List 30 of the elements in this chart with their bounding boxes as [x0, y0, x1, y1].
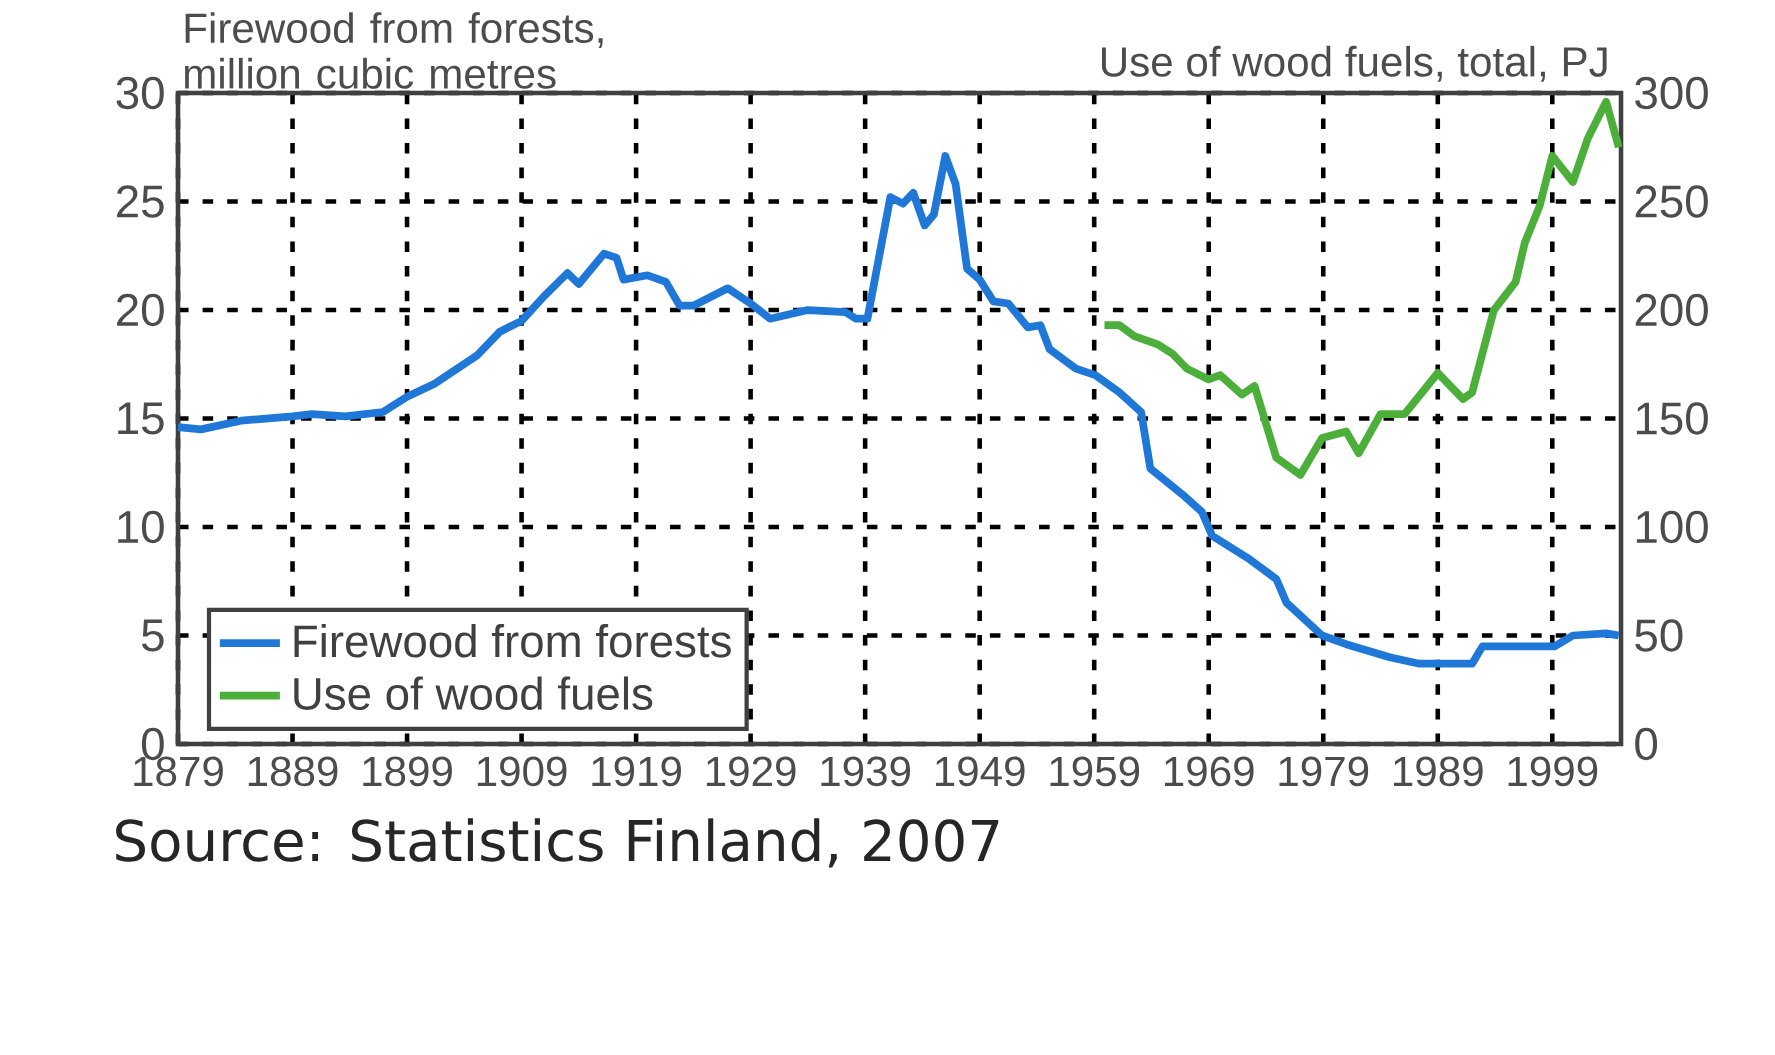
legend-label: Use of wood fuels [294, 676, 653, 710]
x-tick-label: 1889 [248, 756, 338, 787]
x-tick-label: 1909 [477, 756, 567, 787]
y-tick-label: 10 [118, 510, 164, 544]
x-tick-label: 1919 [592, 756, 681, 787]
x-tick-label: 1969 [1165, 756, 1254, 787]
x-tick-label: 1979 [1279, 756, 1369, 787]
source-note: Source: Statistics Finland, 2007 [116, 818, 999, 868]
x-tick-label: 1929 [706, 756, 796, 787]
y-tick-label: 5 [141, 619, 164, 652]
y-tick-label: 20 [117, 293, 164, 327]
x-tick-label: 1949 [935, 756, 1025, 787]
y-tick-label: 25 [117, 185, 164, 218]
y2-tick-label: 300 [1635, 76, 1708, 110]
y2-axis-title: Use of wood fuels, total, PJ [1101, 45, 1607, 82]
y-tick-label: 15 [118, 402, 164, 435]
y2-tick-label: 100 [1636, 510, 1708, 544]
y2-tick-label: 150 [1636, 402, 1708, 435]
x-tick-label: 1899 [363, 756, 452, 787]
y-axis-title: Firewood from forests, million cubic metres [185, 12, 603, 89]
y2-tick-label: 0 [1635, 727, 1658, 761]
y2-tick-label: 50 [1635, 619, 1683, 652]
x-tick-label: 1939 [821, 756, 911, 787]
y-tick-label: 30 [116, 76, 164, 110]
x-tick-label: 1989 [1394, 756, 1483, 787]
x-tick-label: 1999 [1508, 756, 1598, 787]
x-tick-label: 1959 [1050, 756, 1140, 787]
y2-tick-label: 200 [1635, 293, 1708, 327]
y2-tick-label: 250 [1635, 185, 1708, 218]
legend-label: Firewood from forests [294, 623, 731, 658]
